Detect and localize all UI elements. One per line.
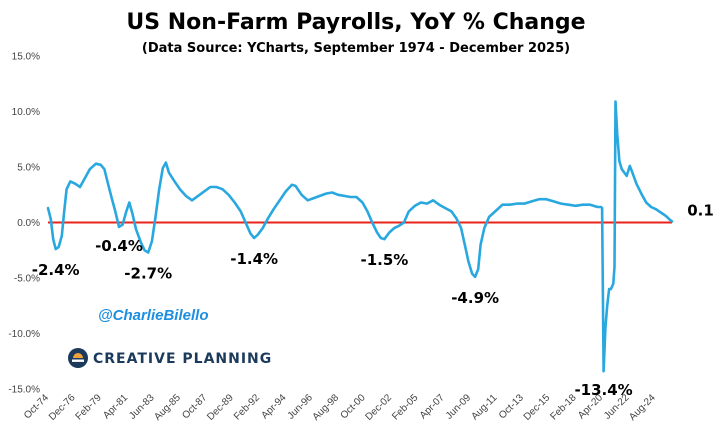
x-tick-label: Jun-83: [127, 392, 157, 422]
x-tick-label: Apr-81: [101, 392, 130, 421]
x-tick-label: Aug-98: [311, 392, 342, 423]
data-label: -2.4%: [32, 261, 80, 279]
data-label: -13.4%: [574, 381, 632, 399]
y-tick-label: 10.0%: [12, 107, 40, 118]
series-layer: [46, 100, 674, 373]
x-tick-label: Apr-94: [260, 392, 289, 421]
x-tick-label: Aug-85: [152, 392, 183, 423]
x-tick-label: Oct-13: [497, 392, 526, 421]
y-tick-label: 15.0%: [12, 52, 40, 63]
x-tick-label: Oct-74: [22, 392, 51, 421]
x-tick-label: Dec-15: [522, 392, 553, 423]
x-tick-label: Dec-76: [47, 392, 78, 423]
y-tick-label: -5.0%: [14, 274, 40, 285]
x-tick-label: Feb-79: [74, 392, 104, 422]
x-tick-label: Feb-05: [390, 392, 420, 422]
x-tick-label: Apr-07: [418, 392, 447, 421]
data-label: 0.1%: [687, 201, 713, 219]
x-tick-label: Oct-87: [180, 392, 209, 421]
creative-planning-logo: CREATIVE PLANNING: [68, 348, 272, 368]
y-tick-label: 0.0%: [17, 218, 40, 229]
x-tick-label: Jun-09: [444, 392, 474, 422]
y-axis: 15.0% 10.0% 5.0% 0.0% -5.0% -10.0% -15.0%: [8, 52, 40, 396]
data-label: -4.9%: [451, 289, 499, 307]
y-tick-label: -15.0%: [8, 385, 40, 396]
x-tick-label: Dec-89: [205, 392, 236, 423]
x-tick-label: Dec-02: [363, 392, 394, 423]
x-tick-label: Feb-92: [232, 392, 262, 422]
chart-title: US Non-Farm Payrolls, YoY % Change: [126, 10, 585, 35]
data-label: -1.5%: [360, 251, 408, 269]
y-tick-label: -10.0%: [8, 329, 40, 340]
data-label: -2.7%: [124, 264, 172, 282]
x-axis: Oct-74Dec-76Feb-79Apr-81Jun-83Aug-85Oct-…: [22, 392, 658, 423]
y-tick-label: 5.0%: [17, 163, 40, 174]
x-tick-label: Oct-00: [339, 392, 368, 421]
series-line: [46, 100, 674, 373]
x-tick-label: Aug-11: [469, 392, 499, 422]
author-handle: @CharlieBilello: [98, 307, 209, 324]
data-label: -0.4%: [95, 237, 143, 255]
x-tick-label: Jun-96: [286, 392, 316, 422]
logo-mark-icon: [68, 348, 88, 368]
annotation-layer: -2.4% -0.4% -2.7% -1.4% -1.5% -4.9% -13.4% 0.1%: [32, 201, 713, 399]
chart-subtitle: (Data Source: YCharts, September 1974 - …: [142, 41, 570, 56]
data-label: -1.4%: [230, 250, 278, 268]
logo-text: CREATIVE PLANNING: [93, 351, 272, 367]
